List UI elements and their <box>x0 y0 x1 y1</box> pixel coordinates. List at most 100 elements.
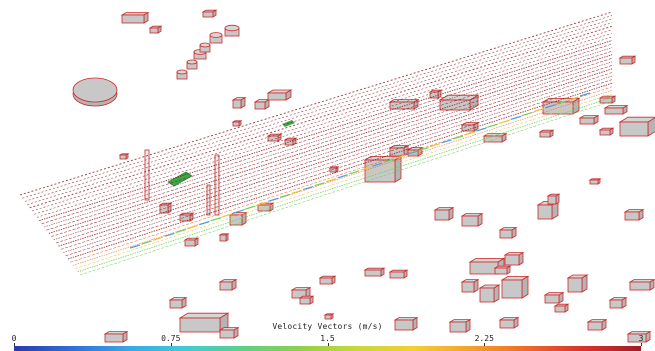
building <box>393 316 419 331</box>
ground-vector <box>256 201 268 206</box>
vector-row <box>19 11 613 196</box>
vector-row <box>29 25 613 209</box>
building <box>578 114 600 125</box>
building <box>148 25 163 34</box>
building <box>266 133 283 142</box>
building <box>588 178 602 185</box>
building <box>201 9 218 18</box>
ground-vector <box>233 209 245 214</box>
legend-tick-mark <box>327 343 329 346</box>
ground-vector <box>175 228 187 233</box>
ground-vector <box>372 162 383 167</box>
ground-vector <box>545 104 556 109</box>
ground-vector <box>314 182 325 187</box>
building <box>538 129 555 138</box>
building <box>628 278 655 291</box>
vector-row <box>75 93 613 269</box>
legend-tick-label: 0.75 <box>161 334 181 343</box>
ground-vector <box>395 154 406 159</box>
ground-vector <box>464 131 475 136</box>
building <box>433 206 455 221</box>
building <box>120 11 150 24</box>
building <box>460 278 480 293</box>
ground-vector <box>499 119 510 124</box>
vector-row <box>53 61 613 241</box>
ground-vector <box>487 123 498 128</box>
ground-vector <box>210 217 221 222</box>
legend-tick-label: 3 <box>638 334 644 343</box>
vector-row <box>31 29 613 212</box>
storage-tank <box>209 32 223 44</box>
vector-row <box>36 36 613 218</box>
ground-vector <box>129 244 141 249</box>
building <box>178 312 230 333</box>
building <box>448 318 472 333</box>
building <box>283 137 298 146</box>
building <box>183 237 200 247</box>
storage-tank <box>224 24 240 37</box>
vector-row <box>65 79 613 257</box>
building <box>290 286 312 299</box>
building <box>266 89 293 101</box>
ground-vector <box>568 96 579 101</box>
legend-tick-label: 0 <box>11 334 17 343</box>
building <box>608 296 628 309</box>
vector-row <box>72 90 613 266</box>
building <box>618 116 655 137</box>
building <box>546 193 561 205</box>
building <box>231 96 247 109</box>
building <box>318 275 337 285</box>
ground-vector <box>302 185 314 191</box>
building <box>428 89 443 99</box>
ground-vector <box>579 92 591 97</box>
ground-vector <box>141 240 152 245</box>
legend-title: Velocity Vectors (m/s) <box>272 322 383 331</box>
ground-vector <box>383 158 395 163</box>
ground-vector <box>187 224 198 230</box>
building <box>168 296 188 309</box>
ground-vector <box>475 127 487 132</box>
vector-row <box>67 82 613 260</box>
vector-row <box>43 47 613 228</box>
ground-vector <box>452 135 464 140</box>
building <box>218 233 230 242</box>
vector-row <box>60 72 613 250</box>
legend-tick-mark <box>14 343 15 346</box>
ground-vector <box>533 108 545 113</box>
ground-vector <box>441 139 452 144</box>
vector-row <box>51 57 613 237</box>
building <box>478 284 501 303</box>
vector-row <box>46 50 613 231</box>
ground-vector <box>268 197 279 202</box>
ground-vector <box>556 100 568 105</box>
ground-vector <box>245 205 256 210</box>
ground-vector <box>360 166 371 171</box>
vector-row <box>27 22 613 205</box>
vector-row <box>79 100 613 276</box>
vector-row <box>39 40 613 222</box>
building <box>118 153 130 160</box>
ground-vector <box>222 213 233 218</box>
ground-vector <box>522 111 533 117</box>
ground-vector <box>279 193 291 198</box>
velocity-colorbar <box>14 346 641 351</box>
building <box>103 330 129 343</box>
vector-row <box>77 97 613 273</box>
circular-structure <box>72 77 118 107</box>
building <box>363 267 386 277</box>
legend-tick-mark <box>484 343 486 346</box>
building <box>503 251 525 266</box>
building <box>553 303 570 313</box>
vector-row <box>34 33 613 215</box>
ground-vector <box>429 143 441 148</box>
building <box>388 98 420 110</box>
vector-row <box>22 15 613 199</box>
building <box>603 104 629 115</box>
legend-tick-label: 2.25 <box>474 334 494 343</box>
vector-row <box>63 75 613 253</box>
ground-vector <box>510 115 521 120</box>
building <box>543 291 565 304</box>
building <box>253 98 271 110</box>
